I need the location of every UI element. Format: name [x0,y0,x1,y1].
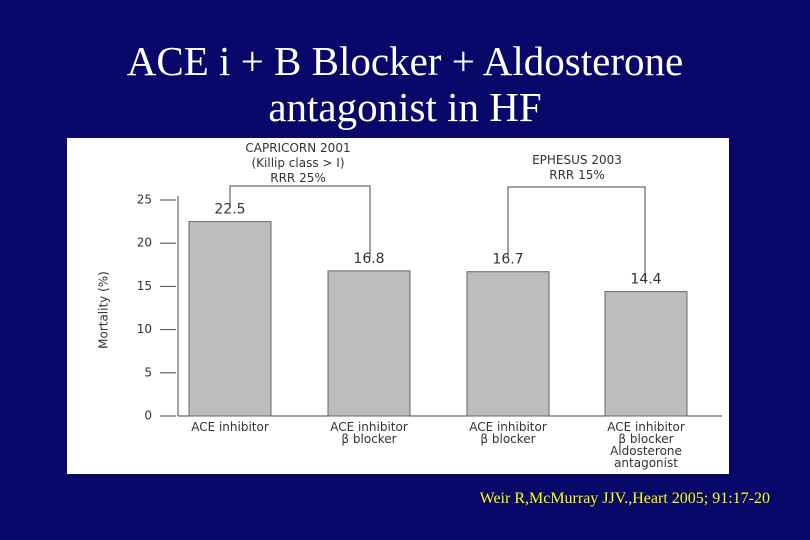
x-tick-label-line: β blocker [480,432,535,446]
x-tick-label-line: ACE inhibitor [607,420,685,434]
y-tick-label: 0 [144,409,152,423]
annotation-line: EPHESUS 2003 [532,153,622,167]
x-tick-label-line: ACE inhibitor [330,420,408,434]
value-label: 16.7 [492,252,523,268]
annotation: EPHESUS 2003 RRR 15% [532,153,622,182]
x-tick-label-line: β blocker [341,432,396,446]
slide-title: ACE i + B Blocker + Aldosterone antagoni… [126,38,684,130]
value-label: 14.4 [630,272,661,288]
y-axis-label: Mortality (%) [97,271,111,349]
y-tick-label: 25 [137,193,152,207]
annotation-line: RRR 15% [549,168,605,182]
annotation-line: CAPRICORN 2001 [245,141,350,155]
bar [466,271,550,417]
x-tick-label: ACE inhibitor β blocker [330,420,408,446]
value-label: 22.5 [214,202,245,218]
bracket [507,186,646,282]
annotation-line: RRR 25% [270,171,326,185]
bar [604,291,688,417]
y-tick-label: 10 [137,322,152,336]
x-tick-label: ACE inhibitor β blocker [469,420,547,446]
citation: Weir R,McMurray JJV.,Heart 2005; 91:17-2… [479,490,770,507]
bar [188,221,272,417]
bracket [229,185,371,258]
x-tick-label-line: ACE inhibitor [191,420,269,434]
x-tick-label-line: β blocker [618,432,673,446]
x-tick-label-line: Aldosterone [610,444,682,458]
y-tick-label: 5 [144,365,152,379]
annotation-line: (Killip class > I) [251,156,344,170]
x-tick-label-line: ACE inhibitor [469,420,547,434]
y-tick-label: 15 [137,279,152,293]
x-tick-label: ACE inhibitor [191,420,269,434]
bar [327,270,411,417]
x-tick-label: ACE inhibitor β blocker Aldosterone antagon… [607,420,685,470]
value-label: 16.8 [353,251,384,267]
x-tick-label-line: antagonist [614,456,678,470]
annotation: CAPRICORN 2001 (Killip class > I) RRR 25% [245,141,350,185]
y-tick-label: 20 [137,236,152,250]
